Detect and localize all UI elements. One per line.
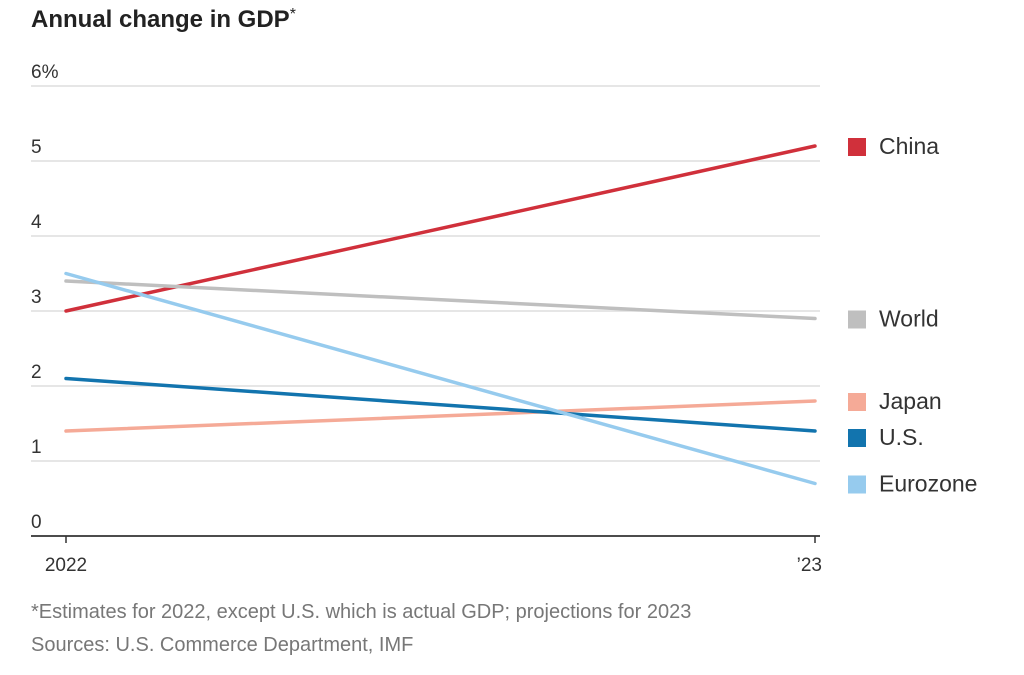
chart-title-marker: *: [290, 6, 296, 23]
y-tick-label-3: 3: [31, 287, 42, 308]
chart-title-text: Annual change in GDP: [31, 6, 290, 33]
y-tick-label-6: 6%: [31, 62, 59, 83]
legend-swatch-china: [848, 138, 866, 156]
legend-swatch-eurozone: [848, 475, 866, 494]
y-tick-label-0: 0: [31, 512, 42, 533]
y-tick-label-4: 4: [31, 212, 42, 233]
legend-label-japan: Japan: [879, 388, 942, 414]
y-tick-label-2: 2: [31, 362, 42, 383]
series-line-u-s: [64, 376, 817, 433]
legend-label-china: China: [879, 133, 939, 159]
y-axis-tick-labels: 6% 5 4 3 2 1 0: [31, 62, 59, 533]
legend-swatch-japan: [848, 393, 866, 411]
chart-title: Annual change in GDP*: [31, 6, 296, 33]
legend-label-world: World: [879, 306, 939, 332]
series-line-eurozone: [64, 271, 817, 486]
series-lines: [64, 144, 817, 486]
legend-label-eurozone: Eurozone: [879, 471, 977, 497]
x-axis: 2022 ’23: [31, 535, 822, 576]
sources-note: Sources: U.S. Commerce Department, IMF: [31, 634, 413, 656]
legend: China World Japan U.S. Eurozone: [848, 133, 977, 497]
y-tick-label-5: 5: [31, 137, 42, 158]
x-tick-label-1: ’23: [797, 555, 822, 576]
series-line-world: [64, 279, 817, 321]
legend-label-u-s: U.S.: [879, 424, 924, 450]
y-tick-label-1: 1: [31, 437, 42, 458]
x-tick-label-0: 2022: [45, 555, 87, 576]
series-line-china: [64, 144, 817, 313]
footnote: *Estimates for 2022, except U.S. which i…: [31, 601, 691, 623]
series-line-japan: [64, 399, 817, 433]
legend-swatch-world: [848, 310, 866, 329]
legend-swatch-u-s: [848, 429, 866, 447]
